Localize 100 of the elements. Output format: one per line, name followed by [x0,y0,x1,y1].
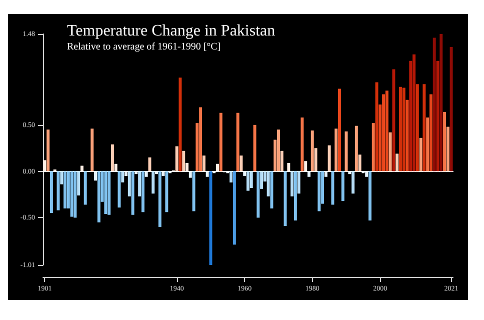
bar [358,154,362,172]
bar [382,94,386,172]
bar [114,164,118,172]
bar [398,86,402,172]
bar [94,171,98,181]
bar [250,171,253,188]
bar [165,171,168,212]
bar [352,171,355,194]
bar [304,161,308,172]
bar [416,84,419,172]
bar [144,171,148,177]
bar [396,154,399,172]
bar [426,117,430,172]
bar [70,171,74,217]
bar [385,90,388,172]
bar [440,34,443,172]
chart-title: Temperature Change in Pakistan [67,22,276,40]
bar [202,156,206,172]
bar [308,171,310,177]
bar [80,166,84,172]
bar [348,171,352,174]
bar [344,131,348,172]
bar [97,171,100,222]
bar [310,130,314,172]
bar [338,88,341,172]
bar [182,150,186,172]
bar [158,171,162,227]
bar [121,171,124,182]
bar [131,171,134,215]
bar [175,146,178,172]
bar [280,150,284,172]
bar [162,171,165,176]
bar [334,128,338,172]
bar [270,171,274,208]
bar [284,171,287,226]
bar [199,107,202,172]
bar [341,171,344,201]
bar [188,171,192,178]
bar [206,171,209,177]
bar [443,112,446,172]
bar [148,157,152,172]
bar [318,171,321,212]
bar [192,171,196,212]
bar [375,82,378,172]
bar [277,130,280,172]
bar [260,171,264,189]
bar [240,156,243,172]
bar [243,171,246,176]
bar [134,171,138,174]
bar [178,78,182,172]
bar [266,171,270,196]
bar [256,171,260,218]
bar [297,171,300,194]
bar [230,171,233,182]
bar [219,112,222,172]
bar [446,126,450,172]
bar [412,54,416,172]
bar [46,130,50,172]
bar [287,162,290,172]
bar [216,164,219,172]
bar [354,126,358,172]
bar [108,171,111,215]
bar [419,138,422,172]
bar [331,171,334,205]
bar [236,112,240,172]
bar [124,171,128,176]
bar [77,171,80,196]
bar [368,171,372,220]
bar [246,171,250,191]
bar [324,171,328,177]
bar [60,171,64,184]
bar [432,38,436,172]
bar [392,69,396,172]
bar [209,171,212,265]
bar [294,171,297,220]
bar [90,128,94,172]
bar [365,171,368,177]
bar [118,171,121,208]
bar [128,171,131,196]
bar [429,94,432,172]
bar [328,145,331,172]
bar [450,46,453,172]
bar [300,117,304,172]
bar [155,171,158,174]
bar [314,148,318,172]
bar [84,171,87,205]
bar [138,171,142,196]
bar [110,144,114,172]
bar [104,171,108,214]
bar [290,171,294,196]
bar [372,123,375,172]
bar [50,171,53,214]
text: Relative to average of 1961-1990 [°C] [67,42,221,52]
bar [422,84,426,172]
bar [388,132,392,172]
bar [64,171,67,208]
bar [152,171,155,194]
bar [253,124,256,172]
bar [232,171,236,245]
bar [43,160,46,172]
